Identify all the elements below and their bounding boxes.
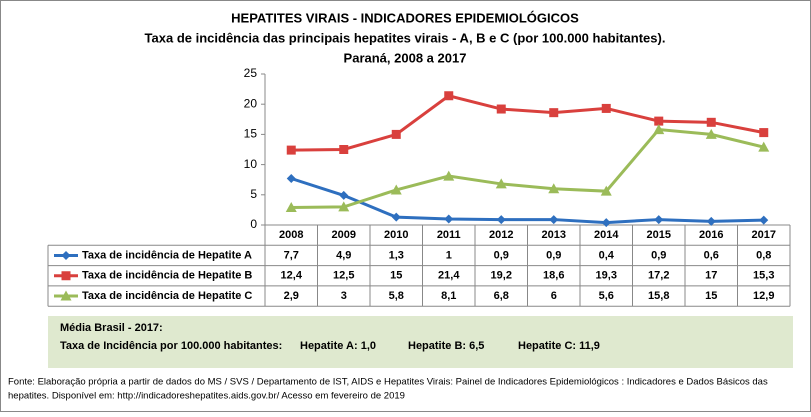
point [339, 190, 349, 200]
point [548, 183, 560, 194]
table-cell: 19,3 [596, 270, 617, 282]
point [495, 178, 507, 189]
table-cell: 0,6 [704, 249, 719, 261]
y-tick-label: 5 [250, 187, 257, 201]
legend-label: Taxa de incidência de Hepatite B [82, 270, 252, 282]
point [600, 185, 612, 196]
legend-marker [61, 250, 71, 260]
point [549, 215, 559, 225]
point [391, 212, 401, 222]
table-cell: 7,7 [284, 249, 299, 261]
note-label: Taxa de Incidência por 100.000 habitante… [60, 340, 282, 352]
table-cell: 5,8 [389, 290, 404, 302]
line [290, 177, 764, 225]
table-cell: 17,2 [648, 270, 669, 282]
point [444, 91, 454, 101]
table-cell: 19,2 [491, 270, 512, 282]
chart-period: Paraná, 2008 a 2017 [344, 50, 467, 65]
point [496, 104, 506, 114]
chart-subtitle: Taxa de incidência das principais hepati… [145, 30, 666, 45]
table-cell: 3 [341, 290, 347, 302]
table-cell: 17 [705, 270, 717, 282]
y-tick-label: 15 [244, 127, 258, 141]
table-cell: 1 [446, 249, 452, 261]
table-cell: 15,8 [648, 290, 669, 302]
table-cell: 5,6 [599, 290, 614, 302]
x-tick-label: 2012 [489, 229, 513, 241]
note-item: Hepatite A: 1,0 [300, 340, 376, 352]
line [291, 128, 765, 209]
table-cell: 2,9 [284, 290, 299, 302]
y-tick-label: 0 [250, 217, 257, 231]
x-tick-label: 2010 [384, 229, 408, 241]
x-tick-label: 2014 [594, 229, 619, 241]
legend-label: Taxa de incidência de Hepatite A [82, 249, 252, 261]
x-tick-label: 2013 [542, 229, 566, 241]
y-tick-label: 10 [244, 157, 258, 171]
point [705, 128, 717, 139]
point [444, 214, 454, 224]
note-item: Hepatite C: 11,9 [518, 340, 600, 352]
point [706, 117, 716, 127]
line [291, 94, 765, 152]
table-cell: 12,5 [333, 270, 354, 282]
table-cell: 0,9 [546, 249, 561, 261]
x-tick-label: 2009 [332, 229, 356, 241]
x-tick-label: 2017 [752, 229, 776, 241]
table-cell: 4,9 [336, 249, 351, 261]
note-item: Hepatite B: 6,5 [408, 340, 484, 352]
legend-marker [60, 290, 72, 301]
table-cell: 15 [705, 290, 717, 302]
point [286, 145, 296, 155]
point [758, 141, 770, 152]
table-cell: 6 [551, 290, 557, 302]
x-tick-label: 2015 [647, 229, 671, 241]
table-cell: 6,8 [494, 290, 509, 302]
point [759, 215, 769, 225]
point [759, 128, 769, 138]
point [653, 124, 665, 135]
x-tick-label: 2008 [279, 229, 303, 241]
point [601, 218, 611, 228]
table-cell: 12,4 [281, 270, 303, 282]
chart-title: HEPATITES VIRAIS - INDICADORES EPIDEMIOL… [231, 10, 579, 25]
table-cell: 18,6 [543, 270, 564, 282]
point [496, 215, 506, 225]
point [654, 116, 664, 126]
point [391, 129, 401, 139]
legend-marker [61, 271, 71, 281]
table-cell: 1,3 [389, 249, 404, 261]
table-cell: 21,4 [438, 270, 460, 282]
point [390, 184, 402, 195]
point [706, 216, 716, 226]
source: hepatites. Disponível em: http://indicad… [8, 391, 405, 402]
point [654, 215, 664, 225]
note-heading: Média Brasil - 2017: [60, 322, 163, 334]
point [286, 173, 296, 183]
point [601, 103, 611, 113]
table-cell: 0,4 [599, 249, 615, 261]
point [339, 145, 349, 154]
y-tick-label: 20 [244, 96, 258, 110]
source: Fonte: Elaboração própria a partir de da… [8, 377, 768, 388]
table-cell: 0,9 [494, 249, 509, 261]
point [285, 201, 297, 212]
note-box [48, 316, 793, 368]
table-cell: 15,3 [753, 270, 774, 282]
point [443, 170, 455, 181]
table-cell: 0,8 [756, 249, 771, 261]
legend-label: Taxa de incidência de Hepatite C [82, 290, 252, 302]
x-tick-label: 2016 [699, 229, 723, 241]
y-tick-label: 25 [244, 66, 258, 80]
x-tick-label: 2011 [437, 229, 461, 241]
table-cell: 12,9 [753, 290, 774, 302]
point [338, 201, 350, 212]
table-cell: 0,9 [651, 249, 666, 261]
point [549, 108, 559, 118]
table-cell: 8,1 [441, 290, 456, 302]
table-cell: 15 [390, 270, 402, 282]
